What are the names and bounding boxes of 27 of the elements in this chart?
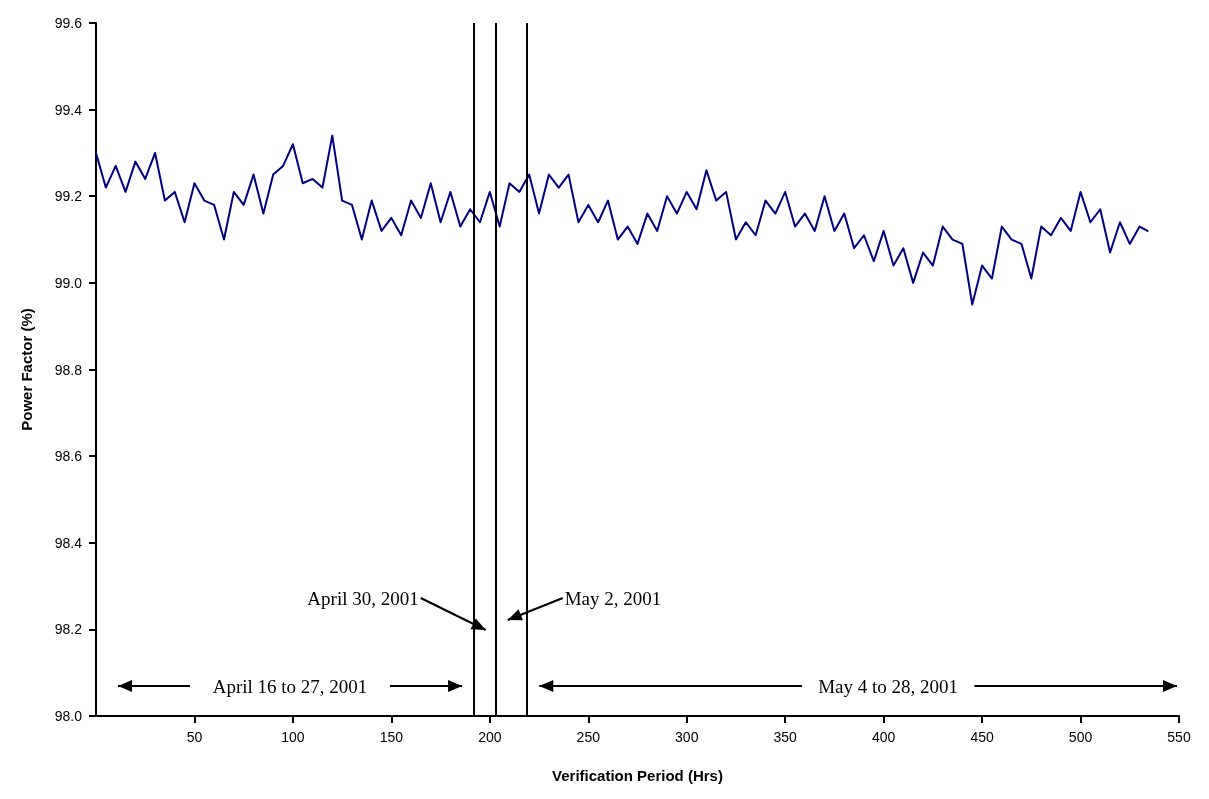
x-tick-label: 350 [773, 729, 798, 745]
y-tick-label: 99.0 [54, 274, 83, 291]
y-tick-label: 98.4 [54, 534, 83, 551]
line-series [95, 134, 1149, 306]
x-tick-label: 300 [675, 729, 699, 745]
y-tick-label: 99.4 [54, 101, 83, 118]
x-tick-label: 200 [478, 729, 502, 745]
x-tick-label: 50 [186, 729, 203, 745]
y-axis-title: Power Factor (%) [18, 308, 35, 431]
y-tick-label: 98.8 [54, 361, 83, 378]
y-tick-label: 98.0 [54, 708, 83, 724]
x-tick-label: 400 [871, 729, 896, 745]
x-tick-label: 450 [970, 729, 994, 745]
y-tick-label: 99.6 [54, 15, 83, 31]
annotation: May 4 to 28, 2001 [818, 675, 959, 697]
y-tick-label: 98.6 [54, 448, 83, 465]
annotation: April 16 to 27, 2001 [212, 675, 368, 697]
x-tick-label: 500 [1068, 729, 1093, 745]
x-tick-label: 250 [576, 729, 601, 745]
annotation: May 2, 2001 [564, 587, 662, 609]
y-tick-label: 99.2 [54, 188, 83, 205]
x-axis-title: Verification Period (Hrs) [552, 767, 723, 784]
x-tick-label: 550 [1167, 729, 1191, 745]
annotation: April 30, 2001 [307, 587, 419, 609]
y-tick-label: 98.2 [54, 621, 83, 638]
x-tick-label: 100 [281, 729, 305, 745]
x-tick-label: 150 [379, 729, 404, 745]
